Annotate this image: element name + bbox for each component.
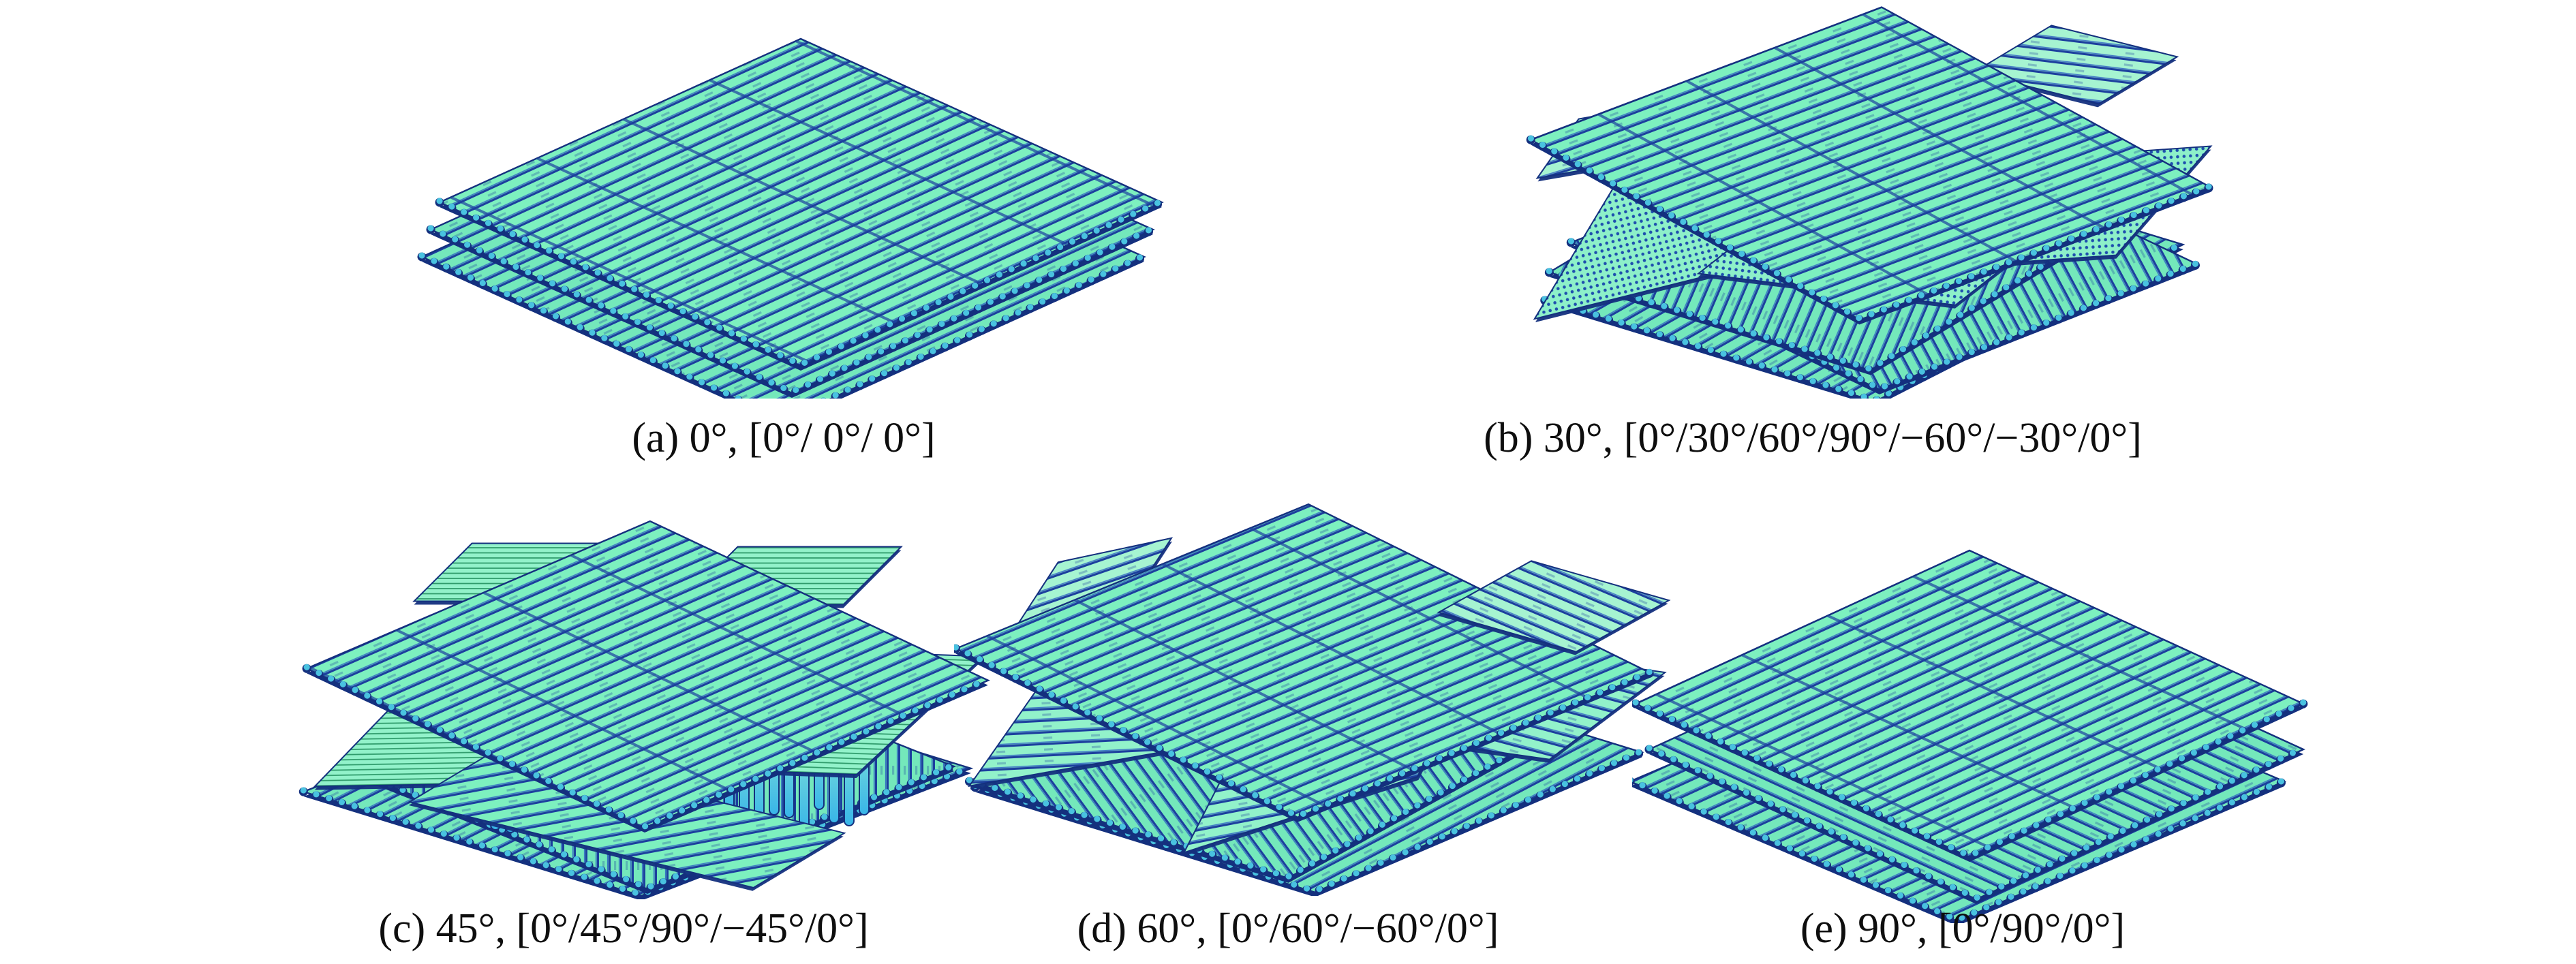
model-60deg-figure bbox=[954, 503, 1671, 896]
caption-30deg: (b) 30°, [0°/30°/60°/90°/−60°/−30°/0°] bbox=[1484, 415, 2142, 461]
caption-90deg: (e) 90°, [0°/90°/0°] bbox=[1800, 905, 2126, 952]
caption-60deg: (d) 60°, [0°/60°/−60°/0°] bbox=[1077, 905, 1499, 952]
model-0deg-figure bbox=[417, 37, 1167, 399]
caption-45deg: (c) 45°, [0°/45°/90°/−45°/0°] bbox=[378, 905, 869, 952]
model-30deg-figure bbox=[1526, 6, 2215, 399]
model-45deg-figure bbox=[298, 520, 993, 899]
caption-0deg: (a) 0°, [0°/ 0°/ 0°] bbox=[632, 415, 936, 461]
model-90deg-figure bbox=[1632, 549, 2308, 923]
